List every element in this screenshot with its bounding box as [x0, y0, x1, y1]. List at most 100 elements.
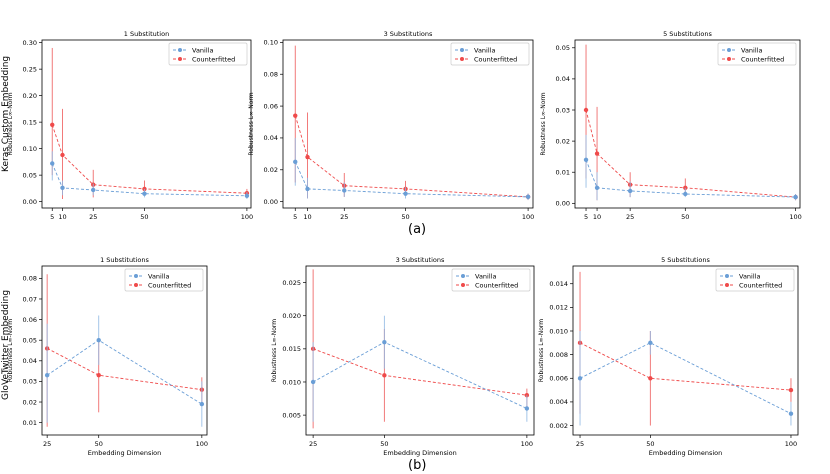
- data-point: [142, 191, 147, 196]
- plot-frame: [305, 265, 535, 436]
- x-tick-label: 25: [89, 213, 97, 221]
- series-line-vanilla: [312, 341, 528, 409]
- y-tick-label: 0.08: [23, 275, 37, 283]
- chart-title: 5 Substitutions: [661, 256, 710, 264]
- x-tick-label: 50: [380, 440, 388, 448]
- legend-marker: [725, 283, 729, 287]
- x-tick-label: 5: [50, 213, 54, 221]
- data-point: [403, 191, 408, 196]
- y-axis-label: Robustness L∞-Norm: [540, 92, 547, 155]
- y-tick-label: 0.15: [23, 118, 37, 126]
- legend-marker: [461, 274, 465, 278]
- x-tick-label: 5: [293, 213, 297, 221]
- y-tick-label: 0.008: [549, 351, 568, 359]
- y-tick-label: 0.04: [556, 75, 570, 83]
- legend-label: Vanilla: [148, 272, 169, 280]
- legend-marker: [178, 48, 182, 52]
- data-point: [96, 337, 101, 343]
- chart-6: 5 Substitutions 0.002 0.004 0.006 0.008 0.010…: [538, 256, 799, 457]
- legend-label: Counterfitted: [192, 55, 235, 63]
- chart-3: 5 Substitutions 0.00 0.01 0.02 0.03 0.04 0.05 5…: [540, 30, 802, 221]
- plot-frame: [282, 39, 534, 209]
- plot-frame: [41, 39, 252, 209]
- x-axis-label: Embedding Dimension: [88, 449, 161, 457]
- y-tick-label: 0.01: [23, 419, 37, 427]
- y-tick-label: 0.05: [23, 171, 37, 179]
- legend-box: [717, 42, 797, 66]
- data-point: [648, 376, 653, 381]
- data-point: [583, 157, 589, 162]
- data-point: [50, 161, 55, 166]
- legend-box: [715, 268, 795, 292]
- x-tick-label: 100: [785, 440, 797, 448]
- y-tick-label: 0.00: [556, 200, 570, 208]
- x-tick-label: 50: [681, 213, 689, 221]
- legend-box: [124, 268, 204, 292]
- y-axis-label: Robustness L∞-Norm: [7, 319, 14, 382]
- data-point: [199, 401, 205, 407]
- data-point: [44, 373, 50, 378]
- y-axis-label: Robustness L∞-Norm: [271, 319, 278, 382]
- data-point: [382, 373, 387, 378]
- data-point: [525, 194, 531, 200]
- chart-title: 3 Substitutions: [384, 30, 433, 38]
- legend-marker: [134, 274, 138, 278]
- x-tick-label: 100: [789, 213, 801, 221]
- legend-label: Vanilla: [739, 272, 760, 280]
- y-tick-label: 0.03: [556, 106, 570, 114]
- series-line-counterfitted: [585, 109, 796, 198]
- plot-frame: [574, 39, 801, 209]
- legend-box: [168, 42, 248, 66]
- y-tick-label: 0.04: [23, 357, 37, 365]
- y-tick-label: 0.00: [23, 198, 37, 206]
- y-tick-label: 0.02: [556, 137, 570, 145]
- series-line-counterfitted: [312, 348, 527, 396]
- y-tick-label: 0.05: [23, 336, 37, 344]
- legend-marker: [134, 283, 138, 287]
- data-point: [683, 191, 688, 197]
- x-tick-label: 10: [58, 213, 66, 221]
- data-point: [594, 185, 600, 190]
- chart-title: 1 Substitution: [124, 30, 169, 38]
- y-tick-label: 0.006: [549, 375, 568, 383]
- plot-frame: [572, 265, 799, 436]
- data-point: [293, 159, 298, 165]
- data-point: [60, 185, 65, 191]
- y-tick-label: 0.015: [282, 345, 301, 353]
- x-tick-label: 25: [309, 440, 317, 448]
- x-tick-label: 50: [646, 440, 654, 448]
- data-point: [583, 107, 589, 113]
- y-tick-label: 0.010: [549, 327, 568, 335]
- legend-label: Counterfitted: [148, 281, 191, 289]
- chart-2: 3 Substitutions 0.00 0.02 0.04 0.06 0.08 0.10 5…: [248, 30, 534, 221]
- series-line-vanilla: [46, 339, 203, 405]
- legend-label: Counterfitted: [474, 55, 517, 63]
- data-point: [788, 411, 794, 416]
- y-tick-label: 0.20: [23, 92, 37, 100]
- legend-label: Vanilla: [474, 46, 495, 54]
- data-point: [342, 188, 347, 193]
- y-tick-label: 0.10: [264, 39, 278, 47]
- y-axis-label: Robustness L∞-Norm: [538, 319, 545, 382]
- x-axis-label: Embedding Dimension: [649, 449, 722, 457]
- y-tick-label: 0.10: [23, 145, 37, 153]
- chart-4: 1 Substitutions 0.01 0.02 0.03 0.04 0.05 0.06 0…: [7, 256, 208, 457]
- legend-marker: [725, 274, 729, 278]
- series-line-vanilla: [579, 342, 792, 415]
- data-point: [382, 340, 387, 345]
- chart-title: 3 Substitutions: [396, 256, 445, 264]
- data-point: [793, 194, 798, 200]
- data-point: [96, 373, 101, 378]
- x-tick-label: 100: [241, 213, 253, 221]
- legend-marker: [727, 57, 731, 61]
- data-point: [648, 340, 653, 346]
- legend-label: Vanilla: [475, 272, 496, 280]
- data-point: [91, 187, 96, 193]
- legend-marker: [460, 57, 464, 61]
- x-tick-label: 50: [140, 213, 148, 221]
- y-tick-label: 0.005: [282, 411, 301, 419]
- row-label-keras: Keras Custom Embedding: [1, 55, 11, 172]
- legend-marker: [460, 48, 464, 52]
- legend-label: Counterfitted: [475, 281, 518, 289]
- y-tick-label: 0.020: [282, 312, 301, 320]
